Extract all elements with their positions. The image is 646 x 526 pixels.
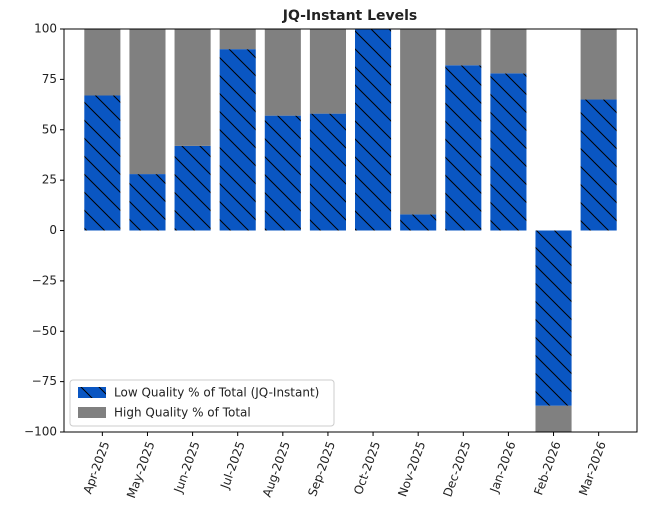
y-tick-label: −75 xyxy=(32,374,57,388)
bar-segment xyxy=(445,29,482,66)
bar-segment xyxy=(580,99,617,231)
bar-segment xyxy=(580,29,617,100)
x-tick-label: Dec-2025 xyxy=(440,439,473,498)
y-tick-label: 50 xyxy=(42,122,57,136)
x-tick-label: Apr-2025 xyxy=(81,439,113,495)
y-tick-label: −50 xyxy=(32,324,57,338)
y-tick-label: 75 xyxy=(42,72,57,86)
bar-segment xyxy=(174,145,211,231)
bar-segment xyxy=(400,29,437,215)
bar-segment xyxy=(309,113,346,231)
x-tick-label: Sep-2025 xyxy=(305,439,338,498)
bar-segment xyxy=(535,230,572,406)
x-tick-label: Mar-2026 xyxy=(576,439,609,497)
bar-segment xyxy=(174,29,211,146)
bar-segment xyxy=(490,73,527,231)
x-tick-label: Jul-2025 xyxy=(217,439,247,491)
y-tick-label: 100 xyxy=(34,22,57,36)
x-tick-label: Jan-2026 xyxy=(487,439,519,495)
x-tick-label: Jun-2025 xyxy=(171,439,203,495)
legend: Low Quality % of Total (JQ-Instant) High … xyxy=(69,379,335,427)
x-tick-label: Feb-2026 xyxy=(531,439,563,497)
y-tick-label: −25 xyxy=(32,273,57,287)
bar-segment xyxy=(84,95,121,231)
bar-segment xyxy=(129,174,166,231)
y-tick-label: 25 xyxy=(42,173,57,187)
bar-segment xyxy=(400,214,437,231)
bar-segment xyxy=(445,65,482,231)
bar-segment xyxy=(219,49,256,231)
bar-segment xyxy=(219,29,256,50)
chart-title: JQ-Instant Levels xyxy=(282,8,418,24)
x-tick-label: Aug-2025 xyxy=(260,439,293,499)
legend-swatch xyxy=(78,407,106,418)
y-tick-label: 0 xyxy=(49,223,57,237)
legend-box xyxy=(69,379,335,427)
x-tick-label: Nov-2025 xyxy=(395,439,428,498)
bar-segment xyxy=(355,29,392,231)
bar-segment xyxy=(490,29,527,74)
legend-label: Low Quality % of Total (JQ-Instant) xyxy=(114,386,319,400)
bar-segment xyxy=(264,115,301,231)
bar-segment xyxy=(264,29,301,116)
bar-segment xyxy=(84,29,121,96)
bar-segment xyxy=(535,405,572,432)
x-tick-label: May-2025 xyxy=(124,439,157,500)
y-tick-label: −100 xyxy=(24,425,57,439)
legend-swatch xyxy=(78,387,106,398)
bar-segment xyxy=(129,29,166,175)
bar-segment xyxy=(309,29,346,114)
x-tick-label: Oct-2025 xyxy=(351,439,383,496)
legend-label: High Quality % of Total xyxy=(114,406,251,420)
